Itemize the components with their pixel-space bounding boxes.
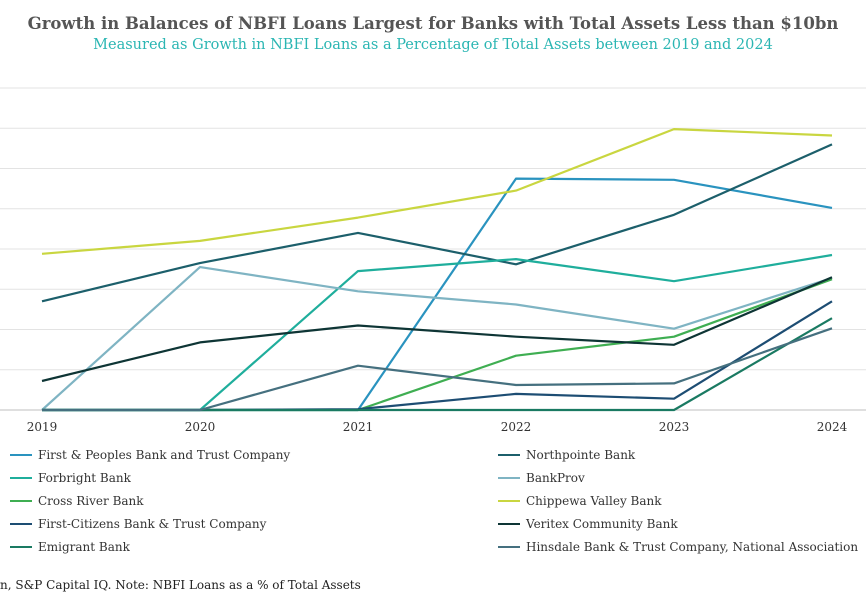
legend-swatch [498,523,520,525]
x-tick-label: 2019 [27,420,58,434]
legend-swatch [10,546,32,548]
x-tick-label: 2020 [185,420,216,434]
legend-swatch [10,477,32,479]
legend-label: Emigrant Bank [38,540,130,554]
legend-item: First & Peoples Bank and Trust Company [10,446,290,464]
legend-item: Northpointe Bank [498,446,635,464]
legend-label: Cross River Bank [38,494,144,508]
legend-label: BankProv [526,471,585,485]
legend-label: Northpointe Bank [526,448,636,462]
legend-label: Chippewa Valley Bank [526,494,662,508]
legend-item: Chippewa Valley Bank [498,492,662,510]
legend-item: Cross River Bank [10,492,144,510]
x-axis-tick-labels: 2019 2020 2021 2022 2023 2024 [27,420,848,434]
series-line-6 [42,300,833,412]
legend-swatch [498,500,520,502]
chart-subtitle: Measured as Growth in NBFI Loans as a Pe… [93,37,773,53]
legend-label: First & Peoples Bank and Trust Company [38,448,291,462]
legend-item: Veritex Community Bank [498,515,678,533]
x-tick-label: 2024 [817,420,848,434]
series-line-3 [41,266,833,411]
legend-label: Forbright Bank [38,471,131,485]
legend-label: Hinsdale Bank & Trust Company, National … [526,540,859,554]
source-note: n, S&P Capital IQ. Note: NBFI Loans as a… [0,578,361,592]
legend-swatch [498,477,520,479]
series-line-5 [41,128,833,255]
legend-swatch [10,500,32,502]
series-lines [41,128,833,412]
legend-swatch [10,523,32,525]
legend-swatch [10,454,32,456]
x-tick-label: 2021 [343,420,374,434]
line-chart: 2019 2020 2021 2022 2023 2024 [0,87,866,434]
series-line-7 [41,276,833,383]
legend-item: Hinsdale Bank & Trust Company, National … [498,538,858,556]
series-line-1 [41,143,833,303]
legend-item: BankProv [498,469,585,487]
legend-label: First-Citizens Bank & Trust Company [38,517,267,531]
x-tick-label: 2023 [659,420,690,434]
legend-item: Emigrant Bank [10,538,130,556]
legend-label: Veritex Community Bank [526,517,678,531]
legend-swatch [498,546,520,548]
legend-item: First-Citizens Bank & Trust Company [10,515,266,533]
x-tick-label: 2022 [501,420,532,434]
legend-item: Forbright Bank [10,469,131,487]
chart-title: Growth in Balances of NBFI Loans Largest… [27,14,839,33]
legend-swatch [498,454,520,456]
series-line-9 [42,327,833,412]
